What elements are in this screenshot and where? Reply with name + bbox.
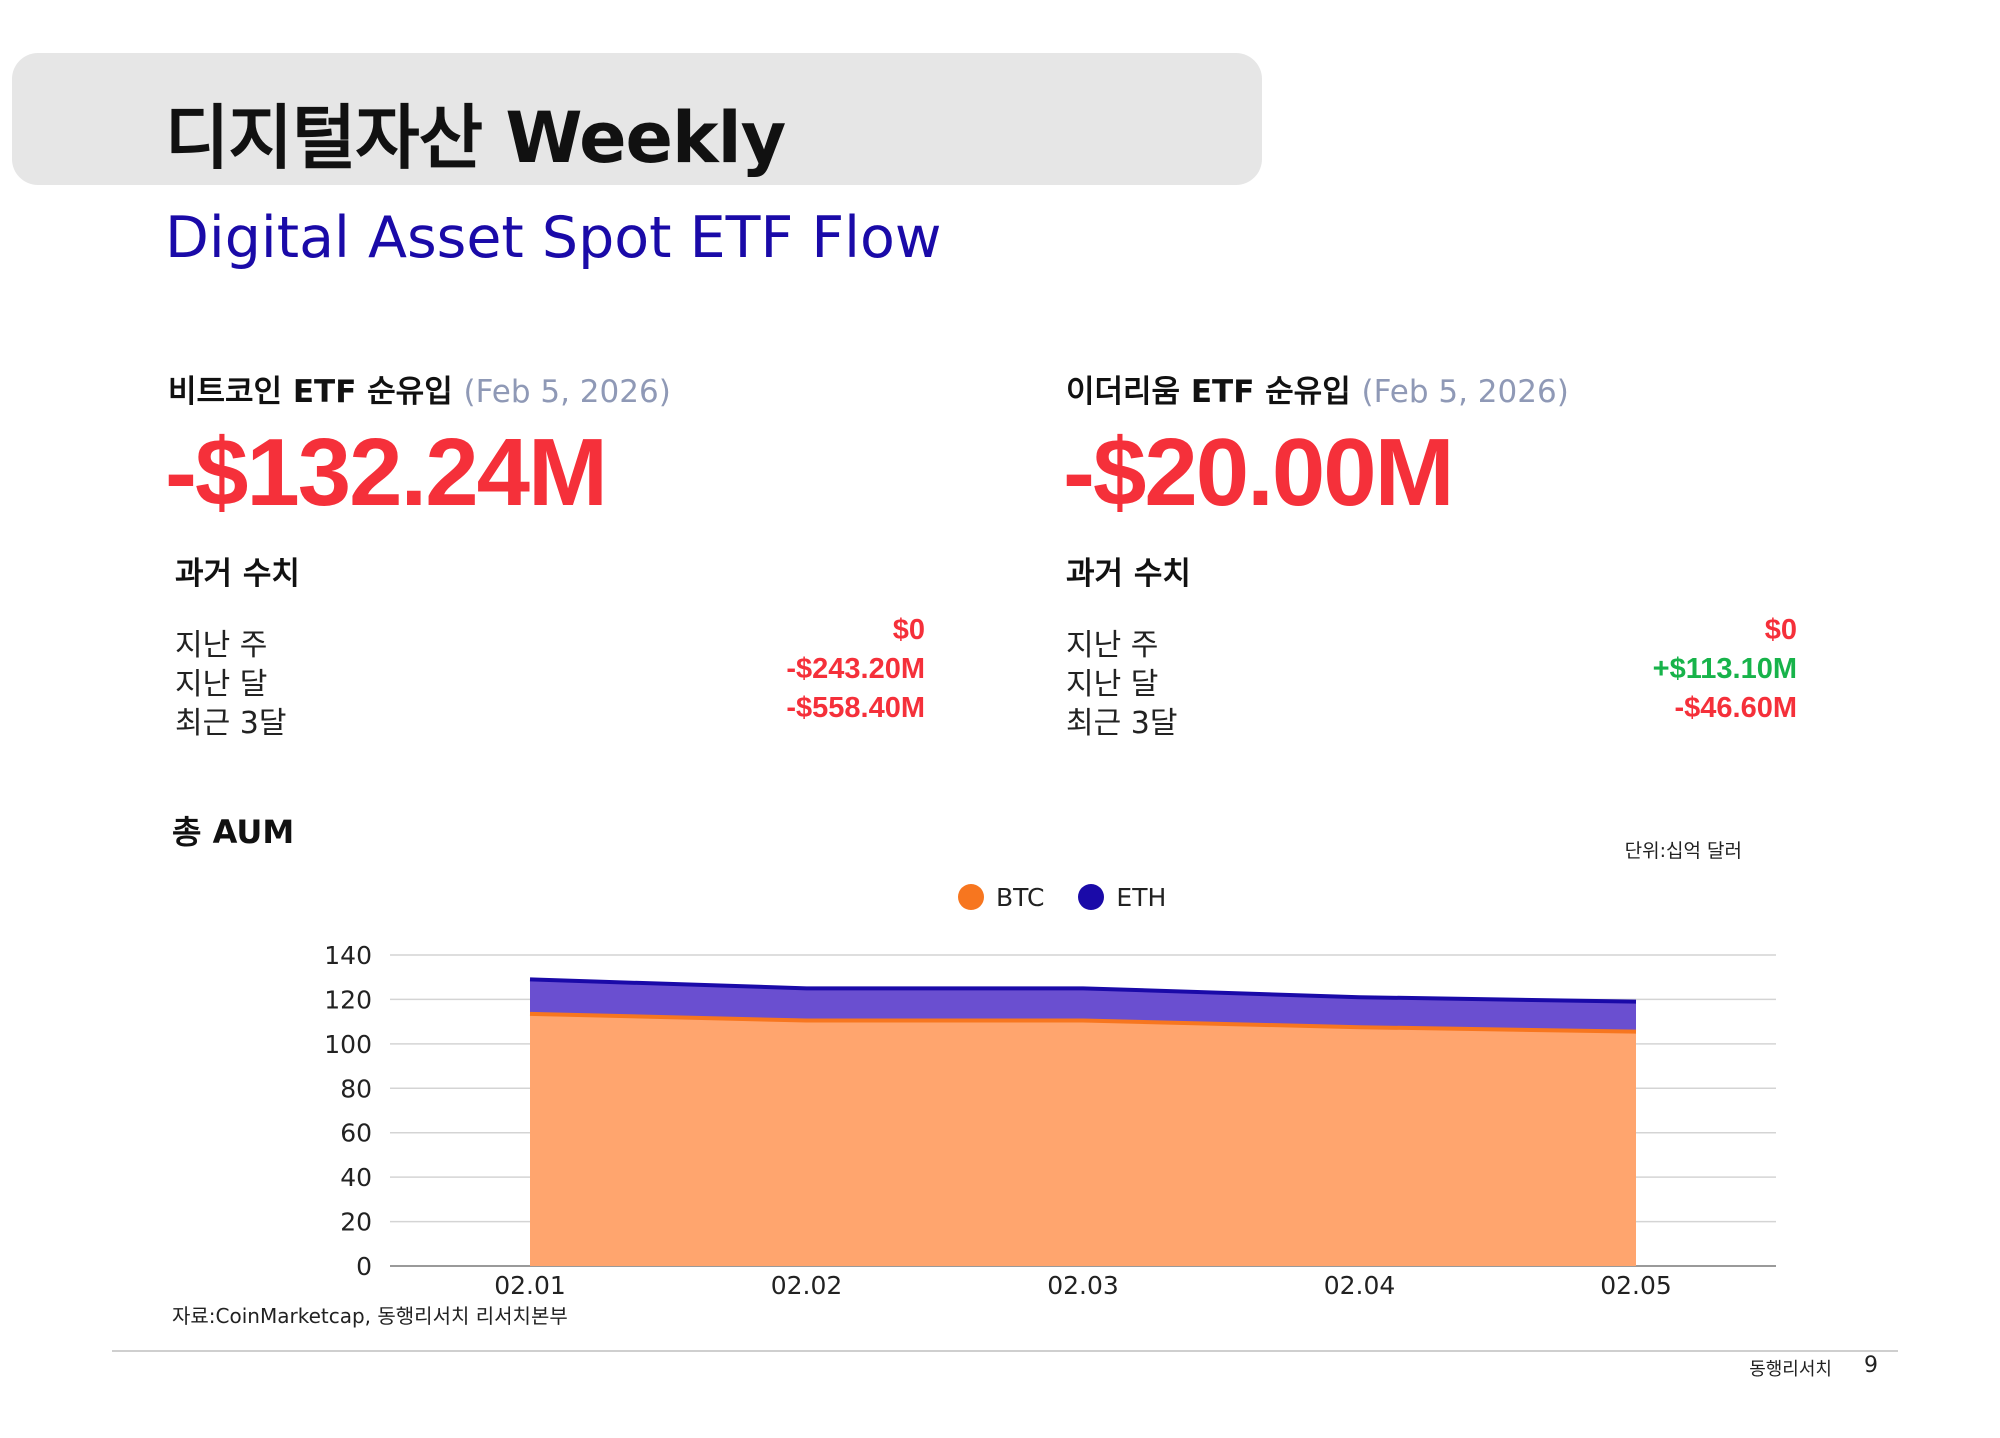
btc-panel-heading: 비트코인 ETF 순유입 (Feb 5, 2026)	[168, 366, 671, 411]
page-subtitle: Digital Asset Spot ETF Flow	[165, 205, 942, 271]
btc-history-label: 최근 3달	[175, 706, 287, 741]
legend-item-eth: ETH	[1078, 883, 1166, 912]
eth-heading-text: 이더리움 ETF 순유입	[1066, 374, 1351, 410]
unit-label: 단위:십억 달러	[1624, 840, 1742, 862]
y-tick-label: 80	[340, 1074, 372, 1103]
btc-history-value: -$558.40M	[786, 692, 925, 724]
y-tick-label: 0	[356, 1252, 372, 1281]
y-tick-label: 60	[340, 1119, 372, 1148]
eth-panel-heading: 이더리움 ETF 순유입 (Feb 5, 2026)	[1066, 366, 1569, 411]
footer-brand: 동행리서치	[1749, 1359, 1832, 1380]
eth-history-value: $0	[1764, 614, 1797, 646]
legend-swatch-btc	[958, 884, 984, 910]
btc-area	[530, 1013, 1636, 1266]
eth-history-value: +$113.10M	[1652, 653, 1797, 685]
page-title: 디지털자산 Weekly	[165, 97, 786, 179]
eth-history-value: -$46.60M	[1674, 692, 1797, 724]
btc-history-value: $0	[892, 614, 925, 646]
btc-history-value: -$243.20M	[786, 653, 925, 685]
aum-title: 총 AUM	[172, 813, 295, 851]
btc-line	[529, 1011, 1637, 1034]
y-tick-label: 20	[340, 1208, 372, 1237]
legend-label-btc: BTC	[996, 882, 1045, 912]
chart-legend: BTC ETH	[958, 880, 1200, 914]
x-tick-label: 02.05	[1600, 1271, 1672, 1300]
title-band	[12, 53, 1262, 185]
eth-line	[529, 977, 1637, 1004]
y-tick-label: 120	[324, 985, 372, 1014]
eth-net-flow: -$20.00M	[1063, 419, 1455, 526]
y-tick-label: 140	[324, 941, 372, 970]
eth-date: (Feb 5, 2026)	[1361, 374, 1569, 410]
x-tick-label: 02.02	[771, 1271, 843, 1300]
btc-history-label: 지난 달	[175, 667, 268, 702]
aum-area-chart: 0 20 40 60 80 100 120 140 02.01 02.02 02.03 02.04 02…	[324, 941, 1776, 1300]
legend-swatch-eth	[1078, 884, 1105, 910]
x-tick-label: 02.03	[1047, 1271, 1119, 1300]
footer-divider	[112, 1350, 1898, 1352]
y-tick-label: 100	[324, 1030, 372, 1059]
x-tick-label: 02.01	[494, 1271, 566, 1300]
eth-history-label: 지난 달	[1066, 667, 1159, 702]
eth-history-label: 최근 3달	[1066, 706, 1178, 741]
source-note: 자료:CoinMarketcap, 동행리서치 리서치본부	[172, 1304, 568, 1328]
btc-history-label: 지난 주	[175, 628, 268, 663]
page-number: 9	[1864, 1353, 1878, 1378]
eth-history-title: 과거 수치	[1066, 556, 1191, 592]
btc-date: (Feb 5, 2026)	[463, 374, 671, 410]
btc-net-flow: -$132.24M	[165, 419, 608, 526]
y-tick-label: 40	[340, 1163, 372, 1192]
eth-history-label: 지난 주	[1066, 628, 1159, 663]
legend-label-eth: ETH	[1116, 882, 1167, 912]
btc-history-title: 과거 수치	[175, 556, 300, 592]
btc-heading-text: 비트코인 ETF 순유입	[168, 374, 453, 410]
x-tick-label: 02.04	[1324, 1271, 1396, 1300]
legend-item-btc: BTC	[958, 883, 1044, 912]
